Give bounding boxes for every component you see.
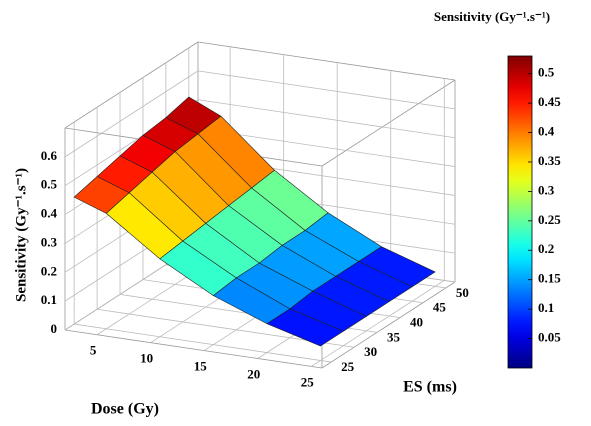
x-tick-label: 15 (194, 359, 208, 374)
colorbar-tick-label: 0.2 (538, 241, 554, 256)
y-tick-label: 25 (341, 359, 355, 374)
z-tick-label: 0.3 (41, 234, 58, 249)
x-tick-label: 20 (247, 366, 260, 381)
colorbar-tick-label: 0.35 (538, 153, 561, 168)
z-tick-label: 0.5 (41, 177, 58, 192)
colorbar-tick-label: 0.25 (538, 212, 561, 227)
grid-line (197, 99, 456, 139)
z-tick-label: 0.2 (41, 263, 57, 278)
colorbar-tick-label: 0.15 (538, 271, 561, 286)
y-tick-label: 45 (433, 300, 447, 315)
grid-line (197, 128, 456, 167)
grid-line (311, 280, 445, 367)
z-tick-label: 0.4 (41, 206, 58, 221)
z-tick-label: 0 (51, 321, 58, 336)
z-axis-label: Sensitivity (Gy⁻¹.s⁻¹) (13, 168, 29, 302)
surface-patch (266, 308, 345, 347)
box-edge (321, 79, 456, 167)
x-tick-label: 5 (90, 343, 97, 358)
y-tick-label: 30 (364, 344, 377, 359)
x-tick-label: 10 (140, 351, 153, 366)
x-tick-label: 25 (301, 374, 315, 389)
box-edge (321, 281, 456, 369)
y-axis-label: ES (ms) (403, 379, 457, 396)
y-tick-label: 50 (456, 285, 469, 300)
z-tick-label: 0.6 (41, 148, 58, 163)
box-edge (64, 329, 323, 369)
colorbar-title: Sensitivity (Gy⁻¹.s⁻¹) (434, 9, 550, 24)
colorbar (507, 55, 533, 369)
colorbar-tick-label: 0.1 (538, 300, 554, 315)
colorbar-tick-label: 0.5 (538, 65, 555, 80)
box-edge (197, 41, 456, 81)
colorbar-tick-label: 0.45 (538, 94, 561, 109)
box-edge (64, 41, 199, 129)
grid-line (64, 70, 199, 158)
y-tick-label: 35 (387, 329, 401, 344)
colorbar-tick-label: 0.05 (538, 330, 561, 345)
colorbar-tick-label: 0.4 (538, 124, 555, 139)
colorbar-tick-label: 0.3 (538, 182, 555, 197)
grid-line (197, 70, 456, 110)
x-axis-label: Dose (Gy) (91, 401, 159, 418)
y-tick-label: 40 (410, 315, 423, 330)
z-tick-label: 0.1 (41, 292, 57, 307)
grid-line (74, 323, 332, 363)
